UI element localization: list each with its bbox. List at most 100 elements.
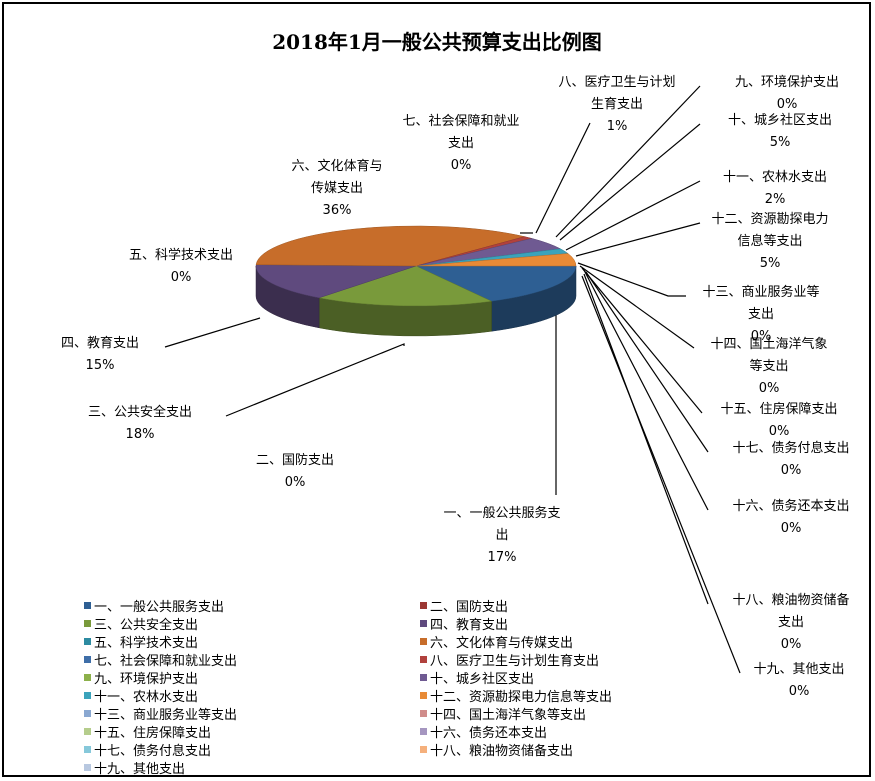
legend-item: 十三、商业服务业等支出 — [84, 707, 237, 723]
legend-swatch — [84, 638, 91, 645]
legend-swatch — [420, 602, 427, 609]
legend-label: 一、一般公共服务支出 — [94, 599, 224, 615]
data-label-value: 0% — [751, 329, 772, 344]
slice-6 — [255, 225, 525, 267]
legend-swatch — [84, 692, 91, 699]
legend-item: 九、环境保护支出 — [84, 672, 198, 687]
data-label-name: 十、城乡社区支出 — [728, 112, 832, 128]
legend-item: 一、一般公共服务支出 — [84, 599, 224, 615]
leader-line-13 — [577, 262, 686, 297]
data-label-11: 十一、农林水支出 2% — [723, 170, 827, 207]
data-label-name: 十三、商业服务业等 — [702, 284, 819, 300]
data-label-10: 十、城乡社区支出 5% — [728, 112, 832, 150]
legend-label: 六、文化体育与传媒支出 — [430, 635, 573, 651]
data-label-name: 支出 — [778, 615, 804, 630]
data-label-name: 八、医疗卫生与计划 — [558, 75, 675, 90]
leader-line-14 — [579, 265, 695, 349]
legend-swatch — [84, 620, 91, 627]
data-label-name: 十二、资源勘探电力 — [711, 212, 828, 227]
data-label-name: 支出 — [448, 136, 474, 151]
data-label-value: 0% — [451, 158, 472, 173]
data-label-name: 出 — [495, 528, 508, 543]
legend-label: 十、城乡社区支出 — [430, 671, 534, 687]
data-label-name: 三、公共安全支出 — [88, 404, 192, 420]
data-label-name: 十七、债务付息支出 — [732, 440, 849, 456]
data-label-name: 四、教育支出 — [61, 335, 139, 351]
data-label-value: 2% — [765, 192, 786, 207]
data-label-16: 十六、债务还本支出 0% — [732, 498, 849, 536]
data-label-name: 十九、其他支出 — [753, 662, 844, 677]
slice-4 — [255, 264, 417, 299]
legend-item: 七、社会保障和就业支出 — [84, 653, 237, 669]
leader-line-16 — [583, 269, 709, 511]
data-label-name: 一、一般公共服务支 — [443, 505, 560, 521]
data-label-8: 八、医疗卫生与计划生育支出 1% — [558, 75, 675, 134]
legend-item: 十四、国土海洋气象等支出 — [420, 707, 586, 723]
leader-line-15 — [581, 267, 703, 414]
slice-3 — [319, 265, 493, 307]
legend-label: 十一、农林水支出 — [94, 690, 198, 705]
data-label-name: 六、文化体育与 — [291, 158, 382, 174]
legend-swatch — [420, 620, 427, 627]
legend-swatch — [84, 656, 91, 663]
data-label-name: 十八、粮油物资储备 — [732, 592, 849, 608]
data-label-value: 0% — [789, 684, 810, 699]
legend-label: 十五、住房保障支出 — [94, 725, 211, 741]
legend-swatch — [84, 602, 91, 609]
data-label-12: 十二、资源勘探电力信息等支出 5% — [711, 212, 828, 271]
legend-item: 十七、债务付息支出 — [84, 743, 211, 759]
legend-label: 十九、其他支出 — [94, 762, 185, 777]
data-label-4: 四、教育支出 15% — [61, 335, 139, 373]
data-label-name: 十五、住房保障支出 — [720, 401, 837, 417]
leader-line-12 — [575, 222, 701, 257]
legend-item: 十六、债务还本支出 — [420, 725, 547, 741]
legend-label: 十六、债务还本支出 — [430, 725, 547, 741]
leader-line-4 — [164, 317, 261, 348]
slice-12 — [415, 253, 577, 267]
legend-item: 六、文化体育与传媒支出 — [420, 635, 573, 651]
legend-swatch — [84, 746, 91, 753]
data-label-17: 十七、债务付息支出 0% — [732, 440, 849, 478]
data-label-name: 九、环境保护支出 — [735, 75, 839, 90]
data-label-13: 十三、商业服务业等支出 0% — [702, 284, 819, 344]
legend-swatch — [420, 674, 427, 681]
data-label-name: 等支出 — [749, 358, 788, 374]
legend-label: 七、社会保障和就业支出 — [94, 653, 237, 669]
data-label-value: 0% — [777, 97, 798, 112]
data-label-name: 七、社会保障和就业 — [402, 113, 519, 129]
data-label-name: 信息等支出 — [737, 233, 802, 249]
data-label-6: 六、文化体育与传媒支出 36% — [291, 158, 382, 218]
chart-title: 2018年1月一般公共预算支出比例图 — [272, 30, 602, 54]
data-label-value: 18% — [126, 427, 155, 442]
data-label-value: 1% — [607, 119, 628, 134]
data-label-7: 七、社会保障和就业支出 0% — [402, 113, 519, 173]
legend-swatch — [84, 710, 91, 717]
legend-label: 四、教育支出 — [430, 617, 508, 633]
legend-label: 九、环境保护支出 — [94, 672, 198, 687]
data-label-value: 0% — [781, 637, 802, 652]
legend-item: 十五、住房保障支出 — [84, 725, 211, 741]
data-label-value: 0% — [171, 270, 192, 285]
data-label-value: 0% — [285, 475, 306, 490]
legend-swatch — [420, 746, 427, 753]
legend-label: 十四、国土海洋气象等支出 — [430, 707, 586, 723]
data-label-name: 十四、国土海洋气象 — [710, 336, 827, 352]
legend-label: 十二、资源勘探电力信息等支出 — [430, 689, 612, 705]
data-label-2: 二、国防支出 0% — [256, 452, 334, 490]
leader-line-17 — [585, 271, 709, 453]
data-label-name: 生育支出 — [591, 96, 643, 112]
pie-slices — [255, 225, 577, 337]
data-label-name: 五、科学技术支出 — [129, 247, 233, 263]
legend-swatch — [420, 710, 427, 717]
legend-label: 十三、商业服务业等支出 — [94, 707, 237, 723]
data-labels: 一、一般公共服务支出 17% 二、国防支出 0% 三、公共安全支出 18% 四、教育支出 15… — [61, 75, 850, 699]
legend-item: 八、医疗卫生与计划生育支出 — [420, 653, 599, 669]
leader-line-11 — [565, 180, 701, 251]
data-label-value: 15% — [86, 358, 115, 373]
data-label-15: 十五、住房保障支出 0% — [720, 401, 837, 439]
legend-label: 三、公共安全支出 — [94, 617, 198, 633]
legend-item: 三、公共安全支出 — [84, 617, 198, 633]
leader-line-8 — [535, 122, 591, 234]
